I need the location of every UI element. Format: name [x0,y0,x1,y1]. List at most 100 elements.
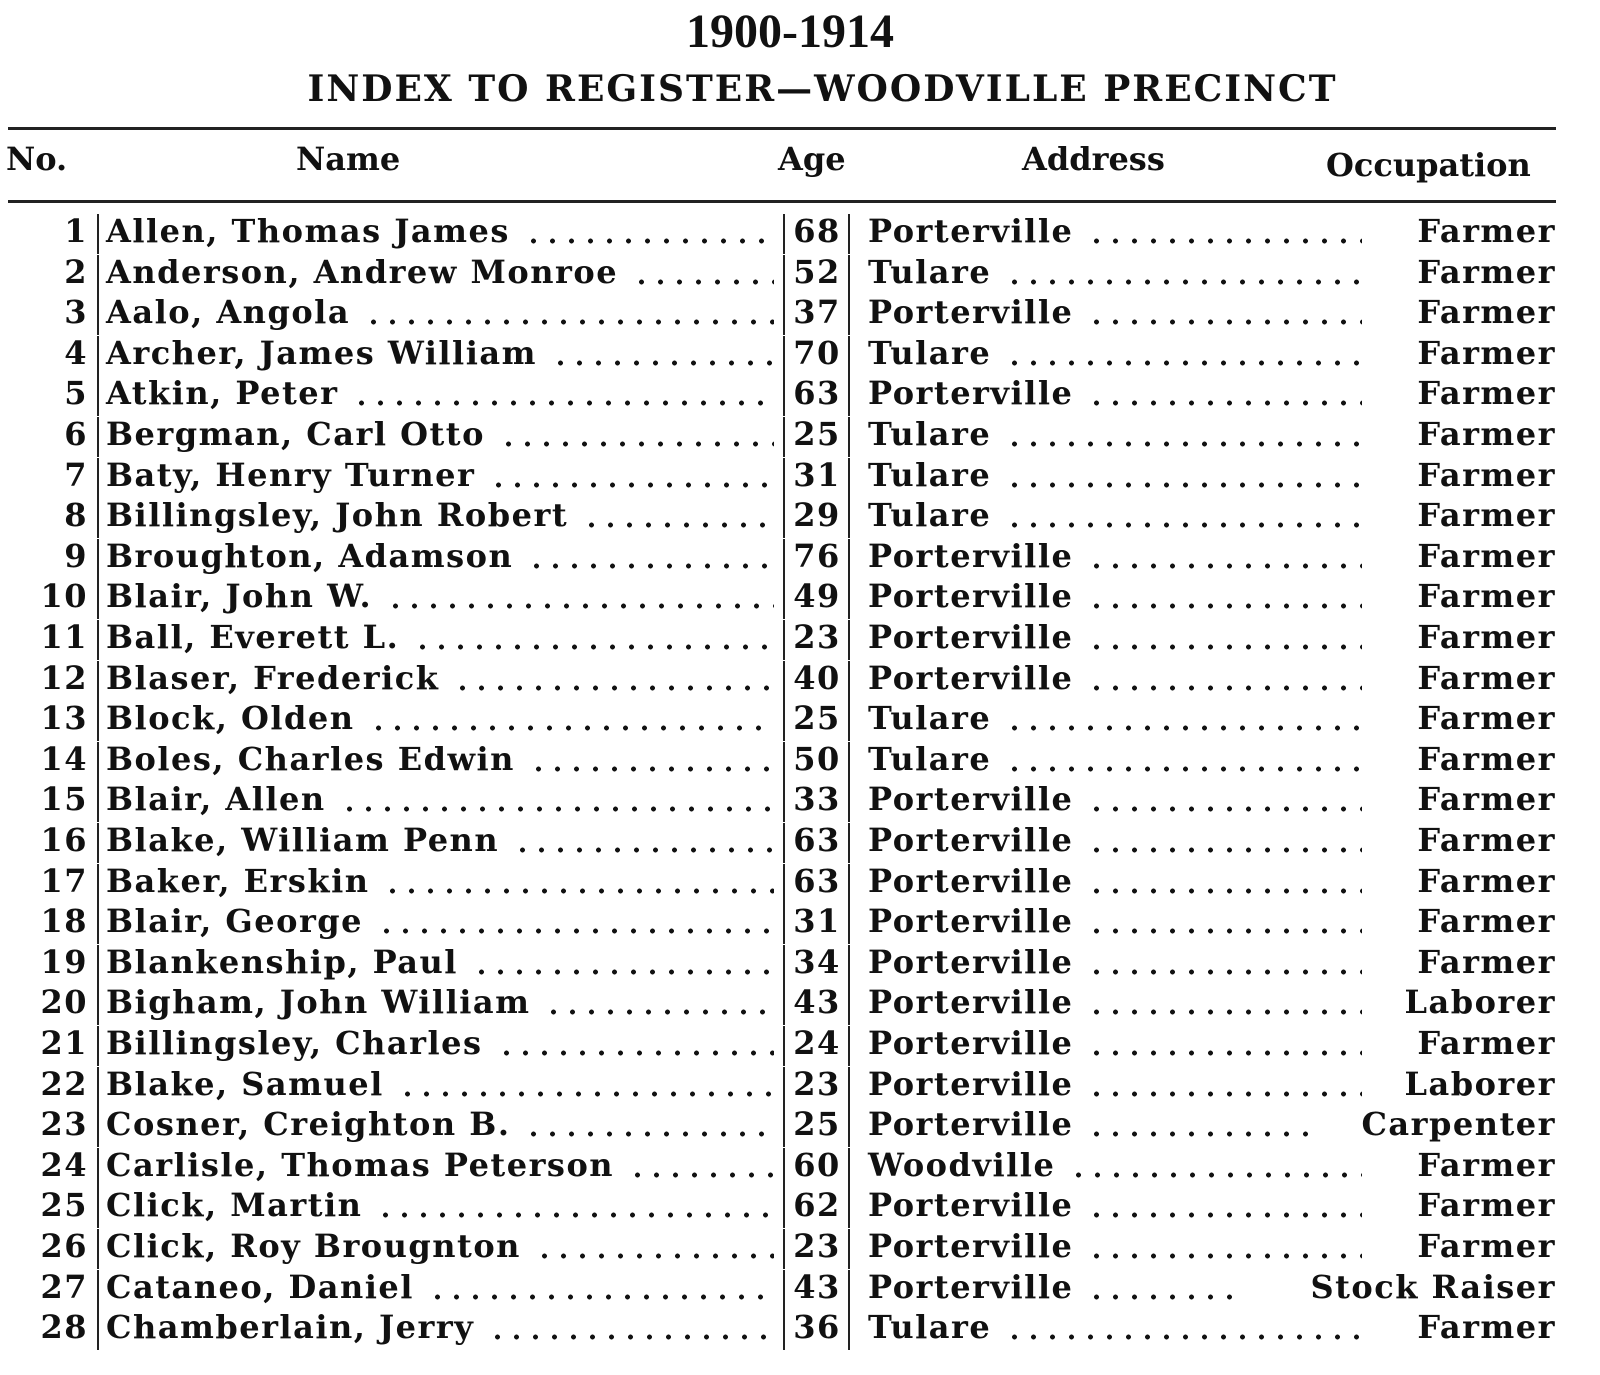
address: Porterville [868,293,1074,332]
occupation: Farmer [1417,618,1556,656]
dot-leader [1087,1293,1242,1300]
occupation: Farmer [1417,374,1556,413]
address-cell: Porterville [868,1268,1248,1306]
occupation: Farmer [1417,415,1556,453]
name-cell: Cataneo, Daniel [106,1268,780,1306]
address: Woodville [868,1145,1056,1184]
table-row: 2 Anderson, Andrew Monroe 52 Tulare Farmer [0,252,1600,295]
address-cell: Tulare [868,253,1368,291]
age: 25 [793,1105,841,1144]
name-cell: Baker, Erskin [106,862,780,900]
address-cell: Porterville [868,293,1368,331]
name-cell: Bigham, John William [106,983,780,1021]
name: Blake, William Penn [106,821,500,859]
table-row: 4 Archer, James William 70 Tulare Farmer [0,333,1600,376]
age: 43 [793,1267,841,1306]
address: Tulare [868,496,992,535]
address-cell: Porterville [868,1024,1368,1062]
column-divider [783,457,785,498]
name-cell: Ball, Everett L. [106,618,780,656]
table-row: 25 Click, Martin 62 Porterville Farmer [0,1186,1600,1229]
address: Porterville [868,902,1074,941]
row-number: 2 [64,252,88,291]
table-row: 5 Atkin, Peter 63 Porterville Farmer [0,374,1600,417]
dot-leader [489,481,774,488]
dot-leader [1087,1212,1362,1219]
column-divider [97,538,99,579]
column-divider [783,1066,785,1107]
address: Tulare [868,1308,992,1347]
dot-leader [527,562,774,569]
name: Aalo, Angola [106,293,351,332]
age: 31 [793,902,841,941]
row-number: 1 [64,212,88,250]
name: Click, Roy Brougnton [106,1227,521,1265]
name-cell: Bergman, Carl Otto [106,415,780,453]
row-number: 23 [40,1105,88,1144]
column-divider [848,863,850,904]
table-row: 13 Block, Olden 25 Tulare Farmer [0,699,1600,742]
dot-leader [368,725,774,732]
address: Porterville [868,942,1074,981]
age: 37 [793,293,841,332]
row-number: 27 [40,1267,88,1306]
occupation: Farmer [1417,333,1556,372]
table-row: 27 Cataneo, Daniel 43 Porterville Stock Rais… [0,1267,1600,1310]
column-divider [848,579,850,620]
name-cell: Click, Roy Brougnton [106,1227,780,1265]
row-number: 13 [40,699,88,738]
dot-leader [1005,1334,1362,1341]
age: 23 [793,1227,841,1265]
row-number: 3 [64,293,88,332]
name: Billingsley, Charles [106,1024,483,1062]
age: 33 [793,780,841,819]
column-divider [97,1229,99,1269]
age: 34 [793,942,841,981]
column-divider [783,498,785,539]
column-divider [848,1147,850,1188]
column-divider [783,1229,785,1269]
address-cell: Tulare [868,496,1368,534]
header-age: Age [778,140,846,178]
row-number: 28 [40,1308,88,1347]
row-number: 19 [40,942,88,981]
column-divider [783,376,785,417]
address: Porterville [868,212,1074,250]
age: 40 [793,658,841,697]
column-divider [848,1107,850,1148]
age: 23 [793,1064,841,1103]
dot-leader [364,319,774,326]
dot-leader [1087,928,1362,935]
column-divider [783,417,785,457]
dot-leader [1005,278,1362,285]
address: Porterville [868,658,1074,697]
name: Allen, Thomas James [106,212,510,250]
dot-leader [376,1212,774,1219]
age: 43 [793,983,841,1022]
column-divider [783,1310,785,1351]
age: 29 [793,496,841,535]
column-divider [97,782,99,823]
dot-leader [1087,238,1362,244]
column-divider [848,620,850,660]
column-divider [848,498,850,539]
column-divider [848,701,850,742]
column-divider [97,457,99,498]
row-number: 7 [64,455,88,494]
column-divider [783,1147,785,1188]
row-number: 10 [40,577,88,616]
table-row: 23 Cosner, Creighton B. 25 Porterville Carpe… [0,1105,1600,1148]
dot-leader [352,400,774,407]
row-number: 8 [64,496,88,535]
dot-leader [377,928,774,935]
column-divider [97,741,99,782]
address: Porterville [868,1105,1074,1144]
column-divider [783,538,785,579]
column-divider [783,904,785,945]
column-divider [97,1310,99,1351]
name-cell: Blair, George [106,902,780,940]
dot-leader [1087,1050,1362,1056]
page-subtitle: INDEX TO REGISTER—WOODVILLE PRECINCT [307,68,1338,110]
row-number: 5 [64,374,88,413]
table-row: 22 Blake, Samuel 23 Porterville Laborer [0,1064,1600,1107]
